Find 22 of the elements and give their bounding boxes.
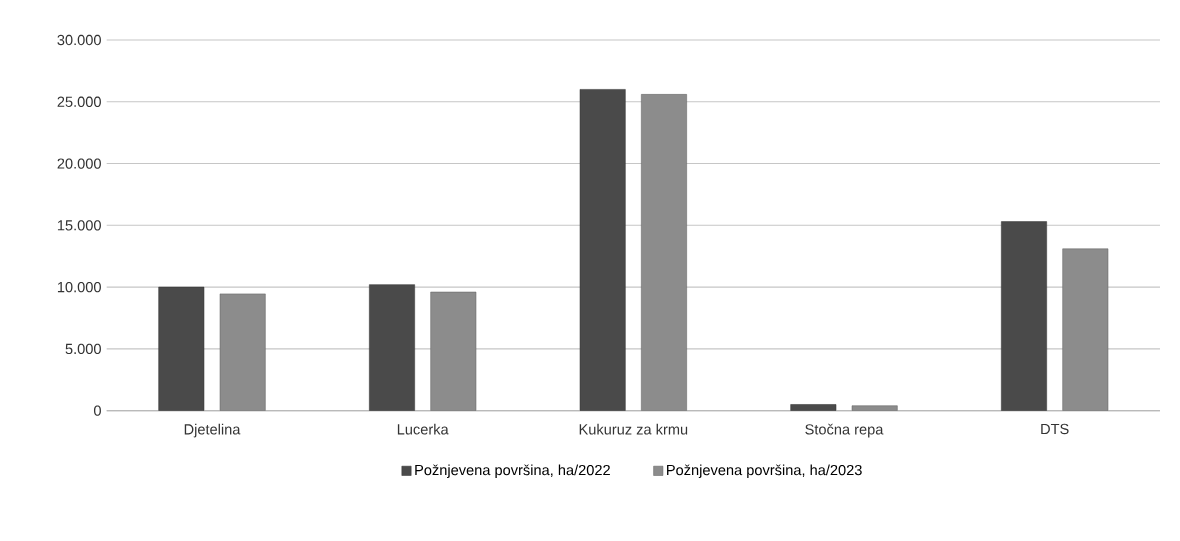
bar xyxy=(158,286,205,411)
y-tick-label: 20.000 xyxy=(57,158,101,169)
y-tick-label: 0 xyxy=(93,405,101,416)
legend-label: Požnjevena površina, ha/2023 xyxy=(667,464,862,478)
bar xyxy=(219,293,266,411)
legend-label: Požnjevena površina, ha/2022 xyxy=(415,464,610,478)
y-tick-label: 5.000 xyxy=(65,343,101,354)
bar xyxy=(430,291,477,411)
y-tick-label: 15.000 xyxy=(57,220,101,231)
y-tick-label: 10.000 xyxy=(57,281,101,293)
bar xyxy=(1062,248,1109,411)
x-tick-label: Djetelina xyxy=(184,423,241,438)
y-tick-label: 30.000 xyxy=(57,34,101,46)
bar xyxy=(579,88,626,411)
x-tick-label: DTS xyxy=(1041,423,1069,434)
bar xyxy=(1001,221,1047,411)
x-tick-label: Kukuruz za krmu xyxy=(579,423,688,435)
bar xyxy=(641,93,687,411)
x-tick-label: Lucerka xyxy=(397,423,449,435)
x-tick-label: Stočna repa xyxy=(805,423,884,438)
y-tick-label: 25.000 xyxy=(57,96,101,107)
bar xyxy=(369,284,415,411)
